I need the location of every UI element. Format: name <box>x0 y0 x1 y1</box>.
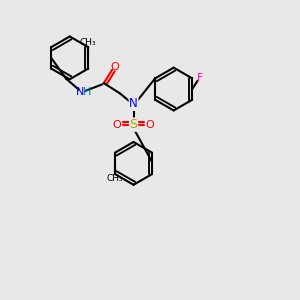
Text: O: O <box>112 120 121 130</box>
Text: O: O <box>146 120 154 130</box>
Text: H: H <box>82 87 91 97</box>
Text: CH₃: CH₃ <box>80 38 97 47</box>
Text: N: N <box>76 87 85 97</box>
Text: CH₃: CH₃ <box>107 174 123 183</box>
Text: F: F <box>197 73 204 83</box>
Text: S: S <box>130 118 137 131</box>
Text: O: O <box>110 62 119 72</box>
Text: N: N <box>129 98 138 110</box>
